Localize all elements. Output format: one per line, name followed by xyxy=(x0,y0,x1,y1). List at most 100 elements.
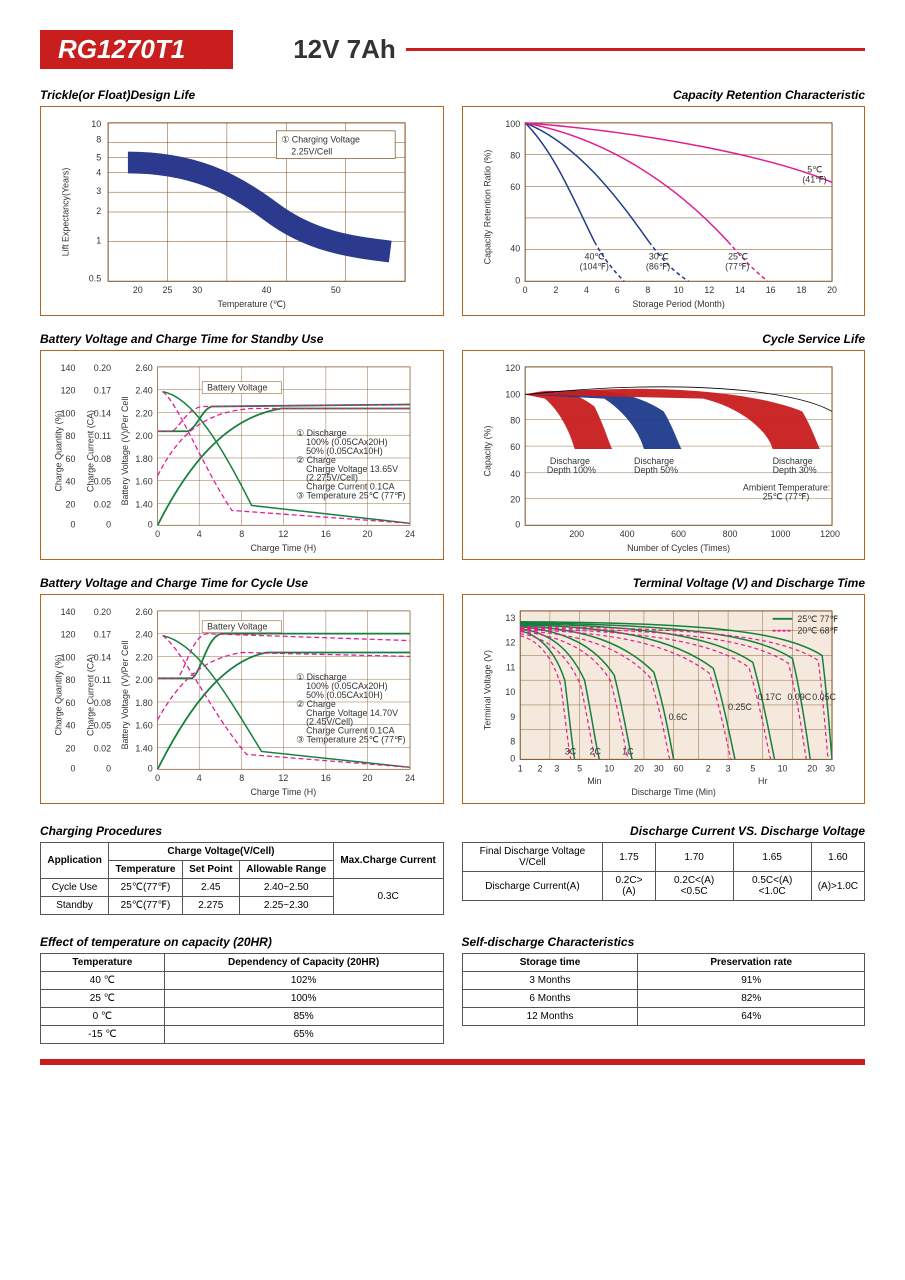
svg-text:(77℉): (77℉) xyxy=(725,261,749,271)
svg-text:0.02: 0.02 xyxy=(94,743,111,753)
cyclelife-title: Cycle Service Life xyxy=(462,332,866,346)
svg-text:1.40: 1.40 xyxy=(135,743,152,753)
svg-text:80: 80 xyxy=(510,151,520,161)
svg-text:0: 0 xyxy=(510,753,515,763)
cyclecharge-chart: Battery Voltage ① Discharge 100% (0.05CA… xyxy=(40,594,444,804)
svg-text:60: 60 xyxy=(66,698,76,708)
svg-text:2.40: 2.40 xyxy=(135,630,152,640)
svg-text:4: 4 xyxy=(584,285,589,295)
svg-text:2: 2 xyxy=(96,206,101,216)
svg-text:140: 140 xyxy=(61,363,76,373)
svg-text:800: 800 xyxy=(722,529,737,539)
svg-text:400: 400 xyxy=(619,529,634,539)
svg-text:0: 0 xyxy=(106,763,111,773)
svg-text:1000: 1000 xyxy=(770,529,790,539)
header: RG1270T1 12V 7Ah xyxy=(40,30,865,69)
svg-text:(86℉): (86℉) xyxy=(645,261,669,271)
svg-text:60: 60 xyxy=(673,763,683,773)
svg-text:Capacity (%): Capacity (%) xyxy=(482,426,492,477)
footer-bar xyxy=(40,1059,865,1065)
svg-text:30: 30 xyxy=(825,763,835,773)
svg-text:Temperature (℃): Temperature (℃) xyxy=(218,299,286,309)
svg-text:2.20: 2.20 xyxy=(135,652,152,662)
svg-text:8: 8 xyxy=(239,529,244,539)
svg-text:80: 80 xyxy=(66,431,76,441)
svg-text:0.08: 0.08 xyxy=(94,454,111,464)
svg-text:12: 12 xyxy=(278,529,288,539)
svg-text:2.20: 2.20 xyxy=(135,408,152,418)
svg-text:14: 14 xyxy=(735,285,745,295)
svg-text:(41℉): (41℉) xyxy=(802,174,826,184)
svg-text:50: 50 xyxy=(331,285,341,295)
svg-text:40℃: 40℃ xyxy=(584,252,604,262)
svg-text:18: 18 xyxy=(796,285,806,295)
svg-text:10: 10 xyxy=(777,763,787,773)
svg-text:0: 0 xyxy=(70,763,75,773)
svg-text:100: 100 xyxy=(61,652,76,662)
svg-text:2.00: 2.00 xyxy=(135,431,152,441)
svg-text:3: 3 xyxy=(554,763,559,773)
svg-text:1200: 1200 xyxy=(820,529,840,539)
svg-text:2C: 2C xyxy=(589,746,601,756)
svg-text:40: 40 xyxy=(66,477,76,487)
svg-text:Charge Time (H): Charge Time (H) xyxy=(250,787,316,797)
capret-chart: 40℃(104℉) 30℃(86℉) 25℃(77℉) 5℃(41℉) 100 … xyxy=(462,106,866,316)
dcv-table: Final Discharge Voltage V/Cell 1.75 1.70… xyxy=(462,842,866,901)
svg-text:Depth 30%: Depth 30% xyxy=(772,465,816,475)
svg-text:Storage Period (Month): Storage Period (Month) xyxy=(632,299,724,309)
svg-text:60: 60 xyxy=(510,182,520,192)
svg-text:Depth 100%: Depth 100% xyxy=(546,465,595,475)
spec-text: 12V 7Ah xyxy=(293,34,396,65)
svg-text:4: 4 xyxy=(197,529,202,539)
svg-text:13: 13 xyxy=(505,613,515,623)
standby-chart: Battery Voltage ① Discharge 100% (0.05CA… xyxy=(40,350,444,560)
svg-text:11: 11 xyxy=(506,662,515,672)
standby-title: Battery Voltage and Charge Time for Stan… xyxy=(40,332,444,346)
svg-text:Discharge Time (Min): Discharge Time (Min) xyxy=(631,787,716,797)
svg-text:25℃ (77℉): 25℃ (77℉) xyxy=(762,492,809,502)
svg-text:20: 20 xyxy=(66,499,76,509)
svg-text:③ Temperature 25℃ (77℉): ③ Temperature 25℃ (77℉) xyxy=(296,735,405,745)
svg-text:Charge Quantity (%): Charge Quantity (%) xyxy=(54,654,64,735)
svg-text:40: 40 xyxy=(510,244,520,254)
dcv-title: Discharge Current VS. Discharge Voltage xyxy=(462,824,866,838)
cyclelife-chart: Discharge Depth 100% Discharge Depth 50%… xyxy=(462,350,866,560)
svg-text:20: 20 xyxy=(827,285,837,295)
svg-text:Depth 50%: Depth 50% xyxy=(634,465,678,475)
svg-text:0: 0 xyxy=(155,529,160,539)
tempcap-title: Effect of temperature on capacity (20HR) xyxy=(40,935,444,949)
svg-text:40: 40 xyxy=(262,285,272,295)
svg-text:10: 10 xyxy=(673,285,683,295)
svg-text:0.14: 0.14 xyxy=(94,652,111,662)
svg-text:2.60: 2.60 xyxy=(135,363,152,373)
svg-text:0: 0 xyxy=(106,519,111,529)
svg-text:③ Temperature 25℃ (77℉): ③ Temperature 25℃ (77℉) xyxy=(296,491,405,501)
svg-text:200: 200 xyxy=(569,529,584,539)
svg-text:80: 80 xyxy=(510,415,520,425)
svg-text:2.00: 2.00 xyxy=(135,675,152,685)
svg-text:25℃ 77℉: 25℃ 77℉ xyxy=(797,614,838,624)
svg-text:2.60: 2.60 xyxy=(135,607,152,617)
tempcap-table: TemperatureDependency of Capacity (20HR)… xyxy=(40,953,444,1044)
svg-text:1C: 1C xyxy=(622,746,634,756)
svg-text:0.6C: 0.6C xyxy=(668,712,687,722)
svg-text:① Charging Voltage: ① Charging Voltage xyxy=(281,135,360,145)
svg-text:0.05: 0.05 xyxy=(94,721,111,731)
svg-text:20: 20 xyxy=(807,763,817,773)
selfdis-title: Self-discharge Characteristics xyxy=(462,935,866,949)
svg-text:0.5: 0.5 xyxy=(89,273,101,283)
svg-text:Number of Cycles (Times): Number of Cycles (Times) xyxy=(627,543,730,553)
svg-text:2: 2 xyxy=(537,763,542,773)
svg-text:Battery Voltage: Battery Voltage xyxy=(207,622,267,632)
svg-text:60: 60 xyxy=(66,454,76,464)
svg-text:20: 20 xyxy=(66,743,76,753)
svg-text:5: 5 xyxy=(96,153,101,163)
svg-text:10: 10 xyxy=(91,119,101,129)
svg-text:1.60: 1.60 xyxy=(135,721,152,731)
svg-text:2: 2 xyxy=(705,763,710,773)
svg-text:16: 16 xyxy=(321,773,331,783)
svg-text:Charge Time (H): Charge Time (H) xyxy=(250,543,316,553)
svg-text:Battery Voltage: Battery Voltage xyxy=(207,383,267,393)
svg-text:0: 0 xyxy=(148,763,153,773)
svg-text:100: 100 xyxy=(505,119,520,129)
